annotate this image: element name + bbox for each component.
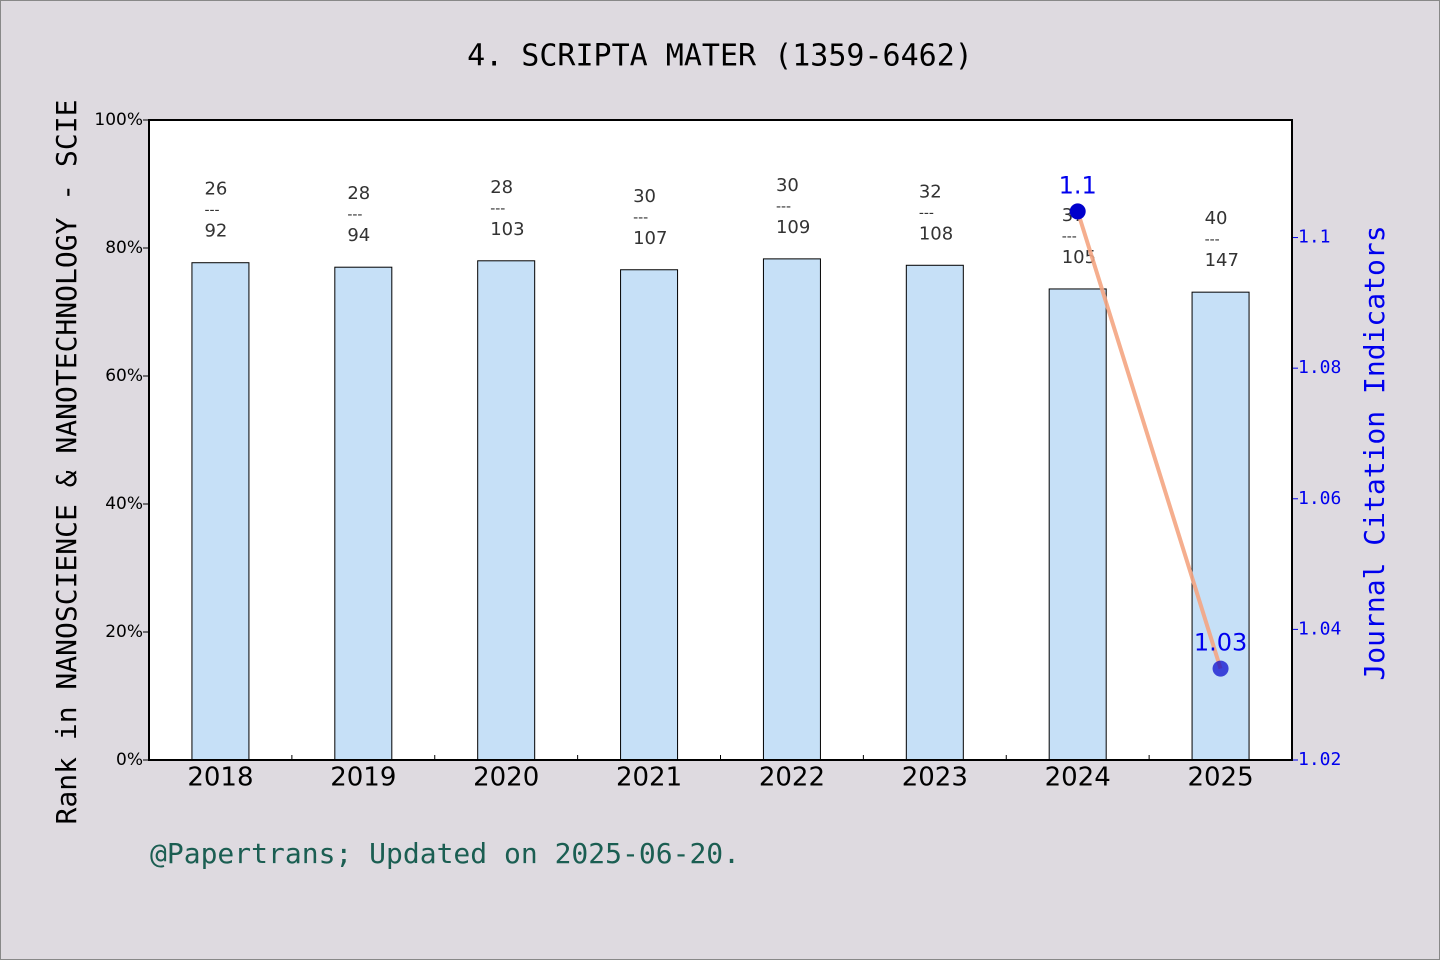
total-label: 92 [204,221,227,242]
y-axis-label: Rank in NANOSCIENCE & NANOTECHNOLOGY - S… [50,100,83,825]
y2-tick-label: 1.04 [1298,618,1341,639]
total-label: 108 [919,223,953,244]
rank-label: 32 [919,181,942,202]
x-tick-label: 2021 [616,763,682,793]
rank-separator: --- [204,203,219,219]
bar [477,260,536,761]
total-label: 147 [1205,250,1239,271]
point [1212,660,1229,677]
rank-label: 40 [1205,208,1228,229]
y2-tick-label: 1.06 [1298,488,1341,509]
x-tick-label: 2018 [187,763,253,793]
point-label: 1.1 [1059,171,1097,199]
bar [191,262,250,761]
rank-separator: --- [919,205,934,221]
x-tick-label: 2024 [1045,763,1111,793]
line [1075,210,1223,670]
footer: @Papertrans; Updated on 2025-06-20. [150,837,740,870]
y-tick-label: 100% [94,110,143,130]
x-tick-label: 2019 [330,763,396,793]
y2-tick-label: 1.02 [1298,749,1341,770]
bar [1191,291,1250,761]
x-tick-label: 2025 [1187,763,1253,793]
y-tick-label: 20% [105,622,143,642]
x-tick-label: 2022 [759,763,825,793]
bar [334,266,393,761]
y-tick-label: 80% [105,238,143,258]
rank-separator: --- [1205,232,1220,248]
rank-label: 30 [776,175,799,196]
y2-axis-label: Journal Citation Indicators [1358,225,1391,680]
x-tick-label: 2020 [473,763,539,793]
total-label: 109 [776,217,810,238]
y2-tick-label: 1.1 [1298,227,1331,248]
total-label: 107 [633,228,667,249]
total-label: 94 [347,225,370,246]
x-tick-label: 2023 [902,763,968,793]
y-tick-label: 60% [105,366,143,386]
rank-label: 30 [633,186,656,207]
total-label: 103 [490,219,524,240]
y2-tick-label: 1.08 [1298,357,1341,378]
total-label: 105 [1062,247,1096,268]
bar [1048,288,1107,761]
point-label: 1.03 [1194,629,1247,657]
rank-separator: --- [776,199,791,215]
rank-label: 28 [490,177,513,198]
y-tick-label: 0% [116,750,143,770]
bar [620,269,679,761]
rank-separator: --- [633,210,648,226]
rank-separator: --- [490,201,505,217]
bar [905,264,964,761]
point [1069,203,1086,220]
rank-label: 28 [347,183,370,204]
plot-frame [148,119,1293,761]
rank-separator: --- [347,207,362,223]
y-tick-label: 40% [105,494,143,514]
rank-separator: --- [1062,229,1077,245]
rank-label: 26 [204,179,227,200]
plot-area [149,120,1292,760]
bar [762,258,821,761]
chart-title: 4. SCRIPTA MATER (1359-6462) [467,39,973,74]
